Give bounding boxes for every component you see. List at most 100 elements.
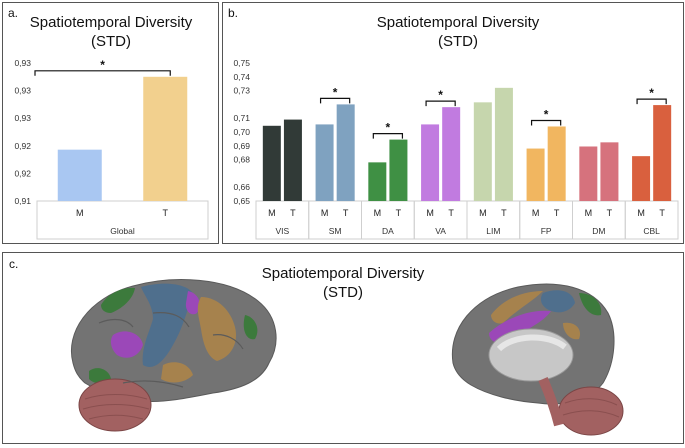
- x-tick-label: T: [607, 208, 613, 218]
- x-tick-label: T: [343, 208, 349, 218]
- group-label-VIS: VIS: [276, 226, 290, 236]
- panel-c-label: c.: [9, 257, 18, 271]
- x-tick-label: M: [532, 208, 540, 218]
- lateral-green-region-frontal: [101, 287, 135, 313]
- chart-a: a. Spatiotemporal Diversity (STD) 0,91 0,…: [8, 6, 209, 240]
- medial-fp-region: [491, 291, 543, 324]
- y-tick-label: 0,68: [233, 155, 250, 165]
- bar-LIM-M: [473, 102, 492, 201]
- x-tick-label: M: [76, 208, 84, 218]
- lateral-cerebellum-folia: [82, 394, 150, 420]
- lateral-fp-region-2: [161, 362, 193, 383]
- x-tick-label: M: [268, 208, 276, 218]
- y-tick-label: 0,93: [14, 113, 31, 123]
- y-tick-label: 0,93: [14, 58, 31, 68]
- x-tick-label: T: [501, 208, 507, 218]
- y-tick-label: 0,69: [233, 141, 250, 151]
- x-tick-label: T: [448, 208, 454, 218]
- x-tick-label: T: [659, 208, 665, 218]
- lateral-sulci: [98, 312, 244, 388]
- group-label-VA: VA: [435, 226, 446, 236]
- chart-a-subtitle: (STD): [91, 33, 131, 50]
- bar-FP-M: [526, 148, 545, 201]
- bar-CBL-T: [653, 105, 672, 201]
- bar-CBL-M: [632, 156, 651, 201]
- brain-medial-view: [451, 283, 624, 436]
- significance-star-SM: *: [333, 85, 338, 99]
- chart-a-title: Spatiotemporal Diversity: [30, 14, 193, 31]
- bar-DA-T: [389, 139, 408, 201]
- y-tick-label: 0,71: [233, 113, 250, 123]
- bar-LIM-T: [494, 87, 513, 201]
- lateral-fp-region: [197, 297, 237, 361]
- bar-VIS-M: [262, 125, 281, 201]
- bar-VIS-T: [283, 119, 302, 201]
- y-tick-label: 0,66: [233, 182, 250, 192]
- brain-lateral-view: [71, 279, 277, 432]
- panel-c-subtitle: (STD): [323, 284, 363, 301]
- group-label-FP: FP: [541, 226, 552, 236]
- lateral-va-region-2: [185, 291, 200, 315]
- lateral-cerebellum: [78, 378, 152, 432]
- medial-green-region: [579, 293, 602, 316]
- y-tick-label: 0,92: [14, 141, 31, 151]
- bar-VA-M: [421, 124, 440, 201]
- y-tick-label: 0,93: [14, 86, 31, 96]
- bar-DM-M: [579, 146, 598, 201]
- bar-VA-T: [442, 107, 461, 201]
- bar-T: [143, 76, 188, 201]
- significance-star-FP: *: [544, 107, 549, 121]
- x-tick-label: M: [321, 208, 329, 218]
- lateral-sm-region: [141, 283, 193, 367]
- chart-b: b. Spatiotemporal Diversity (STD) 0,65 0,…: [228, 6, 679, 240]
- x-tick-label: M: [479, 208, 487, 218]
- significance-bracket-DA: [372, 132, 404, 139]
- x-tick-label: M: [374, 208, 382, 218]
- x-tick-label: M: [585, 208, 593, 218]
- significance-star-VA: *: [438, 88, 443, 102]
- significance-bracket: [34, 70, 171, 76]
- medial-brainstem: [538, 377, 564, 427]
- significance-bracket-VA: [425, 100, 456, 107]
- significance-star: *: [100, 58, 105, 72]
- corpus-callosum: [496, 334, 567, 352]
- group-label-CBL: CBL: [643, 226, 660, 236]
- x-tick-label: T: [554, 208, 560, 218]
- significance-bracket-FP: [530, 119, 562, 126]
- panel-c: c. Spatiotemporal Diversity (STD): [2, 252, 684, 444]
- panel-b: b. Spatiotemporal Diversity (STD) 0,65 0,…: [222, 2, 684, 244]
- panel-a: a. Spatiotemporal Diversity (STD) 0,91 0,…: [2, 2, 219, 244]
- bar-DA-M: [368, 162, 387, 201]
- significance-bracket-SM: [319, 97, 351, 104]
- x-tick-label: T: [163, 208, 169, 218]
- bar-FP-T: [547, 126, 566, 201]
- brain-figure: c. Spatiotemporal Diversity (STD): [9, 257, 624, 436]
- y-tick-label: 0,70: [233, 127, 250, 137]
- x-tick-label: M: [426, 208, 434, 218]
- significance-bracket-CBL: [636, 98, 667, 105]
- x-tick-label: T: [290, 208, 296, 218]
- y-tick-label: 0,65: [233, 196, 250, 206]
- significance-star-DA: *: [386, 121, 391, 135]
- chart-b-title: Spatiotemporal Diversity: [377, 14, 540, 31]
- lateral-green-region-parietal: [243, 315, 258, 340]
- medial-fp-region-2: [563, 322, 581, 340]
- bar-M: [57, 149, 102, 201]
- y-tick-label: 0,75: [233, 58, 250, 68]
- significance-star-CBL: *: [649, 86, 654, 100]
- group-label-SM: SM: [329, 226, 342, 236]
- x-tick-label: T: [396, 208, 402, 218]
- panel-a-label: a.: [8, 6, 18, 20]
- medial-sm-region: [540, 290, 575, 313]
- panel-b-label: b.: [228, 6, 238, 20]
- group-label: Global: [110, 226, 135, 236]
- bar-SM-M: [315, 124, 334, 201]
- medial-cerebellum-folia: [562, 398, 620, 418]
- panel-c-title: Spatiotemporal Diversity: [262, 265, 425, 282]
- group-label-LIM: LIM: [486, 226, 500, 236]
- y-tick-label: 0,92: [14, 168, 31, 178]
- chart-b-subtitle: (STD): [438, 33, 478, 50]
- y-tick-label: 0,74: [233, 72, 250, 82]
- group-label-DM: DM: [592, 226, 605, 236]
- bar-DM-T: [600, 142, 619, 201]
